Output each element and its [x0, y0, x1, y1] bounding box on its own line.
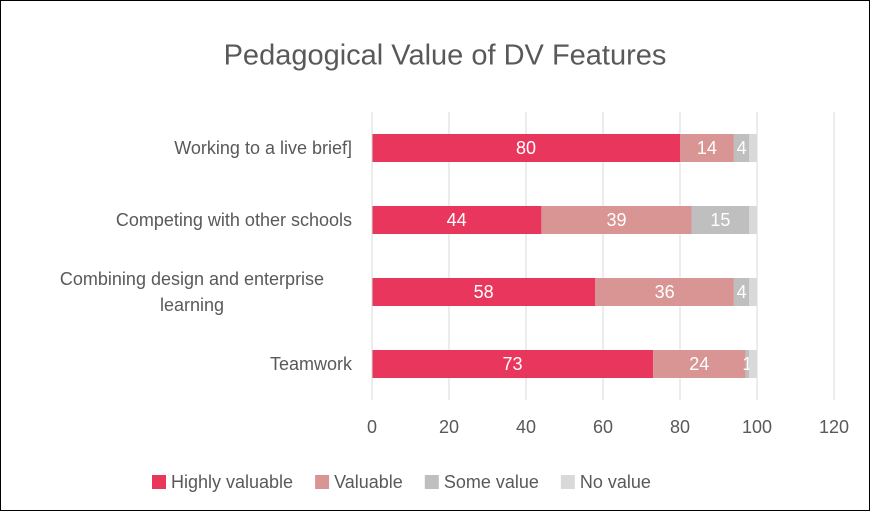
data-label: 24 [689, 354, 709, 374]
legend-label: Highly valuable [171, 472, 293, 492]
bar-segment [749, 278, 757, 306]
y-tick-label-text: Teamwork [269, 354, 352, 374]
data-label: 58 [474, 282, 494, 302]
x-tick-label: 100 [742, 417, 772, 437]
bar-segment [691, 206, 750, 234]
x-tick-label: 20 [439, 417, 459, 437]
data-label: 4 [737, 282, 747, 302]
x-tick-label: 0 [367, 417, 377, 437]
legend-swatch [424, 475, 439, 489]
y-tick-label: Competing with other schools [0, 207, 352, 233]
data-label: 39 [606, 210, 626, 230]
data-label: 14 [697, 138, 717, 158]
bar-segment [680, 134, 734, 162]
bar-segment [372, 278, 596, 306]
bar-segment [372, 206, 542, 234]
bar-segment [749, 206, 757, 234]
data-label: 73 [503, 354, 523, 374]
data-label: 15 [710, 210, 730, 230]
x-tick-label: 120 [819, 417, 849, 437]
bar-segment [541, 206, 692, 234]
y-tick-label: Working to a live brief] [0, 135, 352, 161]
x-tick-label: 80 [670, 417, 690, 437]
y-tick-label-text: Working to a live brief] [174, 138, 352, 158]
y-tick-label: Teamwork [0, 351, 352, 377]
bar-segment [733, 278, 750, 306]
data-label: 1 [742, 354, 752, 374]
data-label: 4 [737, 138, 747, 158]
bar-segment [733, 134, 750, 162]
bar-segment [749, 350, 757, 378]
bar-segment [745, 350, 750, 378]
bar-segment [749, 134, 757, 162]
legend-label: Some value [444, 472, 539, 492]
x-tick-label: 40 [516, 417, 536, 437]
bar-segment [372, 134, 680, 162]
bar-segment [653, 350, 746, 378]
data-label: 44 [447, 210, 467, 230]
legend-label: No value [580, 472, 651, 492]
legend-swatch [560, 475, 575, 489]
y-tick-label-text: Combining design and enterprise learning [59, 269, 325, 315]
y-tick-label: Combining design and enterprise learning [0, 266, 352, 318]
data-label: 80 [516, 138, 536, 158]
data-label: 36 [655, 282, 675, 302]
bar-segment [372, 350, 654, 378]
bar-segment [595, 278, 734, 306]
legend-label: Valuable [334, 472, 403, 492]
legend-swatch [315, 475, 330, 489]
x-tick-label: 60 [593, 417, 613, 437]
y-tick-label-text: Competing with other schools [115, 210, 352, 230]
legend-swatch [152, 475, 166, 489]
chart-title: Pedagogical Value of DV Features [224, 40, 667, 72]
